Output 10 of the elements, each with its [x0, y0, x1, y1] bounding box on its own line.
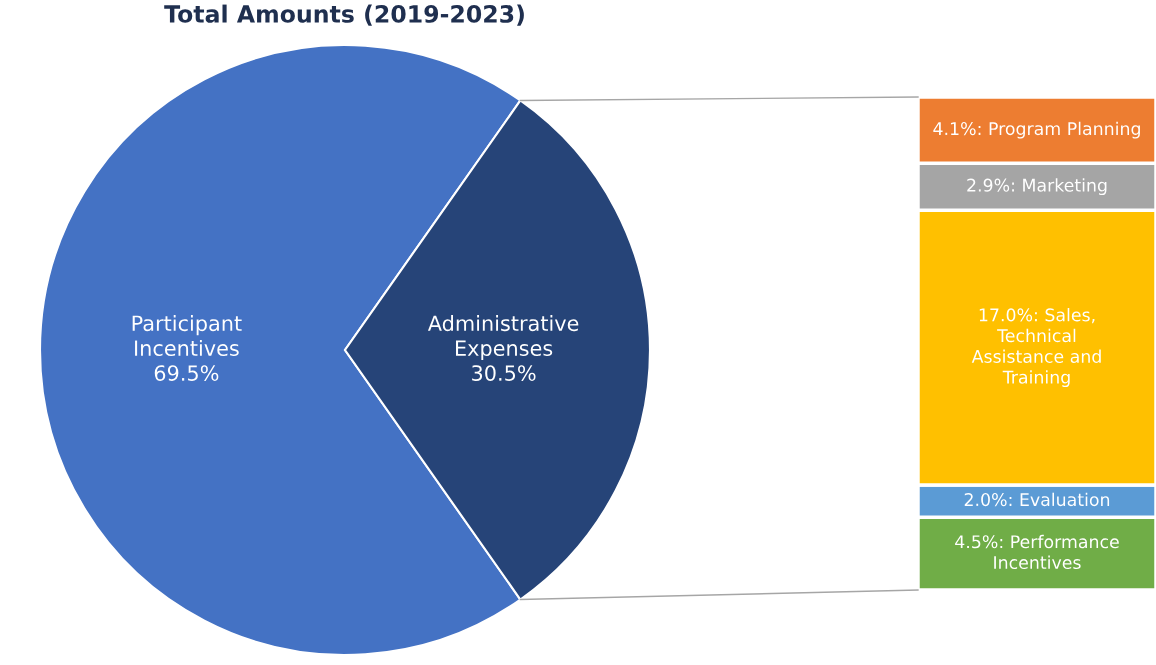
- data-label: 4.5%: Performance Incentives: [955, 534, 1119, 570]
- slice-label: Administrative Expenses: [427, 315, 579, 361]
- data-label: 2.9%: Marketing: [967, 178, 1107, 196]
- data-label: 4.1%: Program Planning: [933, 121, 1140, 139]
- data-label: 30.5%: [472, 365, 536, 381]
- data-label: 2.0%: Evaluation: [964, 492, 1110, 507]
- data-label: 17.0%: Sales, Technical Assistance and Training: [971, 308, 1101, 388]
- data-label: 69.5%: [154, 365, 219, 381]
- chart-title: Total Amounts (2019-2023): [164, 4, 524, 26]
- slice-label: Participant Incentives: [132, 315, 242, 357]
